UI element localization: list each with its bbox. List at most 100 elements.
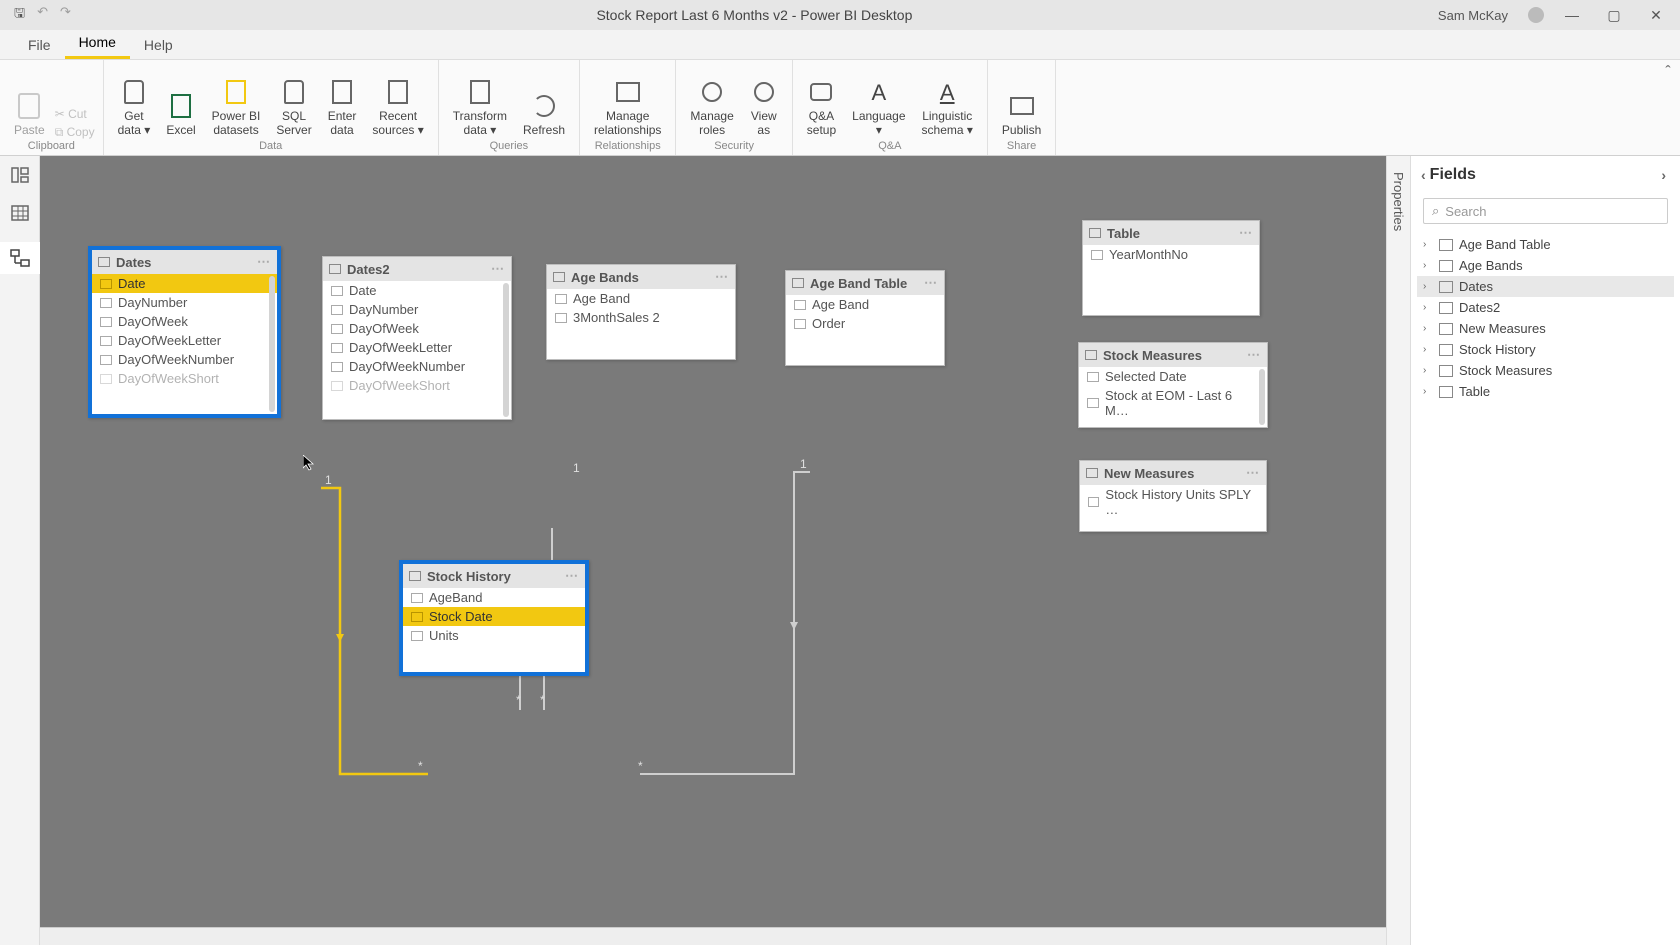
- table-card-header[interactable]: Stock History ⋯: [403, 564, 585, 588]
- fields-item-new-measures[interactable]: ›New Measures: [1417, 318, 1674, 339]
- table-field-row[interactable]: Date: [92, 274, 277, 293]
- table-card-title: Dates2: [347, 262, 390, 277]
- table-card-header[interactable]: Dates ⋯: [92, 250, 277, 274]
- fields-item-stock-history[interactable]: ›Stock History: [1417, 339, 1674, 360]
- excel-button[interactable]: Excel: [160, 64, 201, 140]
- table-field-row[interactable]: Selected Date: [1079, 367, 1267, 386]
- table-card-stockhistory[interactable]: Stock History ⋯ AgeBandStock DateUnits: [399, 560, 589, 676]
- table-field-row[interactable]: DayOfWeekLetter: [92, 331, 277, 350]
- enter-data-button[interactable]: Enter data: [322, 64, 363, 140]
- table-field-row[interactable]: AgeBand: [403, 588, 585, 607]
- refresh-button[interactable]: Refresh: [517, 64, 571, 140]
- table-card-menu-icon[interactable]: ⋯: [565, 568, 579, 584]
- table-field-row[interactable]: DayNumber: [92, 293, 277, 312]
- table-card-menu-icon[interactable]: ⋯: [1246, 465, 1260, 481]
- transform-data-button[interactable]: Transform data ▾: [447, 64, 513, 140]
- table-field-row[interactable]: DayOfWeek: [323, 319, 511, 338]
- table-field-row[interactable]: 3MonthSales 2: [547, 308, 735, 327]
- fields-collapse-left-icon[interactable]: ‹: [1421, 167, 1426, 183]
- table-card-title: Age Band Table: [810, 276, 907, 291]
- table-card-dates2[interactable]: Dates2 ⋯ DateDayNumberDayOfWeekDayOfWeek…: [322, 256, 512, 420]
- fields-collapse-right-icon[interactable]: ›: [1661, 167, 1666, 183]
- publish-button[interactable]: Publish: [996, 64, 1047, 140]
- table-card-menu-icon[interactable]: ⋯: [491, 261, 505, 277]
- table-card-stockmeasures[interactable]: Stock Measures ⋯ Selected DateStock at E…: [1078, 342, 1268, 428]
- table-field-row[interactable]: Stock Date: [403, 607, 585, 626]
- fields-item-stock-measures[interactable]: ›Stock Measures: [1417, 360, 1674, 381]
- tab-file[interactable]: File: [14, 33, 65, 59]
- table-field-row[interactable]: Order: [786, 314, 944, 333]
- table-field-row[interactable]: Stock History Units SPLY …: [1080, 485, 1266, 519]
- table-card-menu-icon[interactable]: ⋯: [1239, 225, 1253, 241]
- table-card-header[interactable]: Age Bands ⋯: [547, 265, 735, 289]
- table-field-row[interactable]: Age Band: [547, 289, 735, 308]
- pbi-datasets-button[interactable]: Power BI datasets: [206, 64, 267, 140]
- view-as-button[interactable]: View as: [744, 64, 784, 140]
- table-field-row[interactable]: DayOfWeek: [92, 312, 277, 331]
- username-label[interactable]: Sam McKay: [1438, 8, 1508, 23]
- table-field-row[interactable]: DayOfWeekLetter: [323, 338, 511, 357]
- table-field-row[interactable]: DayOfWeekShort: [323, 376, 511, 395]
- tab-home[interactable]: Home: [65, 30, 130, 59]
- minimize-button[interactable]: —: [1558, 7, 1586, 23]
- model-view-button[interactable]: [0, 242, 40, 274]
- manage-roles-button[interactable]: Manage roles: [684, 64, 739, 140]
- fields-item-dates2[interactable]: ›Dates2: [1417, 297, 1674, 318]
- language-button[interactable]: ALanguage ▾: [846, 64, 911, 140]
- fields-item-dates[interactable]: ›Dates: [1417, 276, 1674, 297]
- fields-item-table[interactable]: ›Table: [1417, 381, 1674, 402]
- report-view-button[interactable]: [9, 166, 31, 184]
- table-card-menu-icon[interactable]: ⋯: [1247, 347, 1261, 363]
- avatar-icon[interactable]: [1528, 7, 1544, 23]
- qna-setup-button[interactable]: Q&A setup: [801, 64, 842, 140]
- tab-help[interactable]: Help: [130, 33, 187, 59]
- table-field-row[interactable]: DayOfWeekNumber: [92, 350, 277, 369]
- table-card-scrollbar[interactable]: [269, 276, 275, 412]
- linguistic-schema-button[interactable]: ALinguistic schema ▾: [916, 64, 979, 140]
- fields-item-age-bands[interactable]: ›Age Bands: [1417, 255, 1674, 276]
- table-field-row[interactable]: DayOfWeekNumber: [323, 357, 511, 376]
- properties-panel-collapsed[interactable]: Properties: [1386, 156, 1410, 945]
- paste-button[interactable]: Paste: [8, 64, 51, 140]
- table-card-header[interactable]: Table ⋯: [1083, 221, 1259, 245]
- table-field-row[interactable]: DayOfWeekShort: [92, 369, 277, 388]
- copy-button[interactable]: ⧉ Copy: [55, 125, 95, 140]
- table-card-header[interactable]: Stock Measures ⋯: [1079, 343, 1267, 367]
- table-field-row[interactable]: Age Band: [786, 295, 944, 314]
- maximize-button[interactable]: ▢: [1600, 7, 1628, 24]
- close-button[interactable]: ✕: [1642, 7, 1670, 24]
- table-field-row[interactable]: Stock at EOM - Last 6 M…: [1079, 386, 1267, 420]
- table-card-agebandtable[interactable]: Age Band Table ⋯ Age Band Order: [785, 270, 945, 366]
- cut-button[interactable]: ✂ Cut: [55, 107, 95, 121]
- table-card-agebands[interactable]: Age Bands ⋯ Age Band3MonthSales 2: [546, 264, 736, 360]
- table-field-row[interactable]: Date: [323, 281, 511, 300]
- field-label: Age Band: [812, 297, 869, 312]
- table-card-header[interactable]: New Measures ⋯: [1080, 461, 1266, 485]
- table-card-header[interactable]: Dates2 ⋯: [323, 257, 511, 281]
- ribbon-collapse-button[interactable]: ˆ: [1656, 60, 1680, 155]
- table-field-row[interactable]: YearMonthNo: [1083, 245, 1259, 264]
- table-card-scrollbar[interactable]: [503, 283, 509, 417]
- table-card-newmeasures[interactable]: New Measures ⋯ Stock History Units SPLY …: [1079, 460, 1267, 532]
- data-view-button[interactable]: [9, 204, 31, 222]
- table-card-menu-icon[interactable]: ⋯: [257, 254, 271, 270]
- table-card-table[interactable]: Table ⋯ YearMonthNo: [1082, 220, 1260, 316]
- table-card-dates[interactable]: Dates ⋯ DateDayNumberDayOfWeekDayOfWeekL…: [88, 246, 281, 418]
- undo-icon[interactable]: ↶: [37, 4, 48, 26]
- recent-sources-button[interactable]: Recent sources ▾: [366, 64, 429, 140]
- model-canvas[interactable]: 1 * 1 * * 1 * 1 Dates ⋯ DateDayNumber: [40, 156, 1386, 945]
- table-card-menu-icon[interactable]: ⋯: [715, 269, 729, 285]
- redo-icon[interactable]: ↷: [60, 4, 71, 26]
- table-field-row[interactable]: DayNumber: [323, 300, 511, 319]
- table-card-header[interactable]: Age Band Table ⋯: [786, 271, 944, 295]
- table-card-menu-icon[interactable]: ⋯: [924, 275, 938, 291]
- save-icon[interactable]: 🖫: [14, 4, 25, 26]
- fields-item-age-band-table[interactable]: ›Age Band Table: [1417, 234, 1674, 255]
- fields-search-input[interactable]: ⌕ Search: [1423, 198, 1668, 224]
- get-data-button[interactable]: Get data ▾: [112, 64, 157, 140]
- sql-server-button[interactable]: SQL Server: [270, 64, 317, 140]
- canvas-horizontal-scrollbar[interactable]: [40, 927, 1386, 945]
- table-field-row[interactable]: Units: [403, 626, 585, 645]
- manage-relationships-button[interactable]: Manage relationships: [588, 64, 667, 140]
- table-card-scrollbar[interactable]: [1259, 369, 1265, 425]
